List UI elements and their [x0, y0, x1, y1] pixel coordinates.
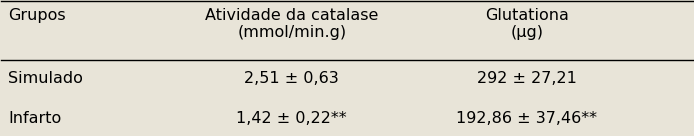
Text: Grupos: Grupos [8, 8, 66, 23]
Text: 192,86 ± 37,46**: 192,86 ± 37,46** [456, 111, 598, 126]
Text: 292 ± 27,21: 292 ± 27,21 [477, 71, 577, 86]
Text: 1,42 ± 0,22**: 1,42 ± 0,22** [237, 111, 347, 126]
Text: 2,51 ± 0,63: 2,51 ± 0,63 [244, 71, 339, 86]
Text: Glutationa
(μg): Glutationa (μg) [485, 8, 568, 40]
Text: Infarto: Infarto [8, 111, 62, 126]
Text: Atividade da catalase
(mmol/min.g): Atividade da catalase (mmol/min.g) [205, 8, 378, 40]
Text: Simulado: Simulado [8, 71, 83, 86]
